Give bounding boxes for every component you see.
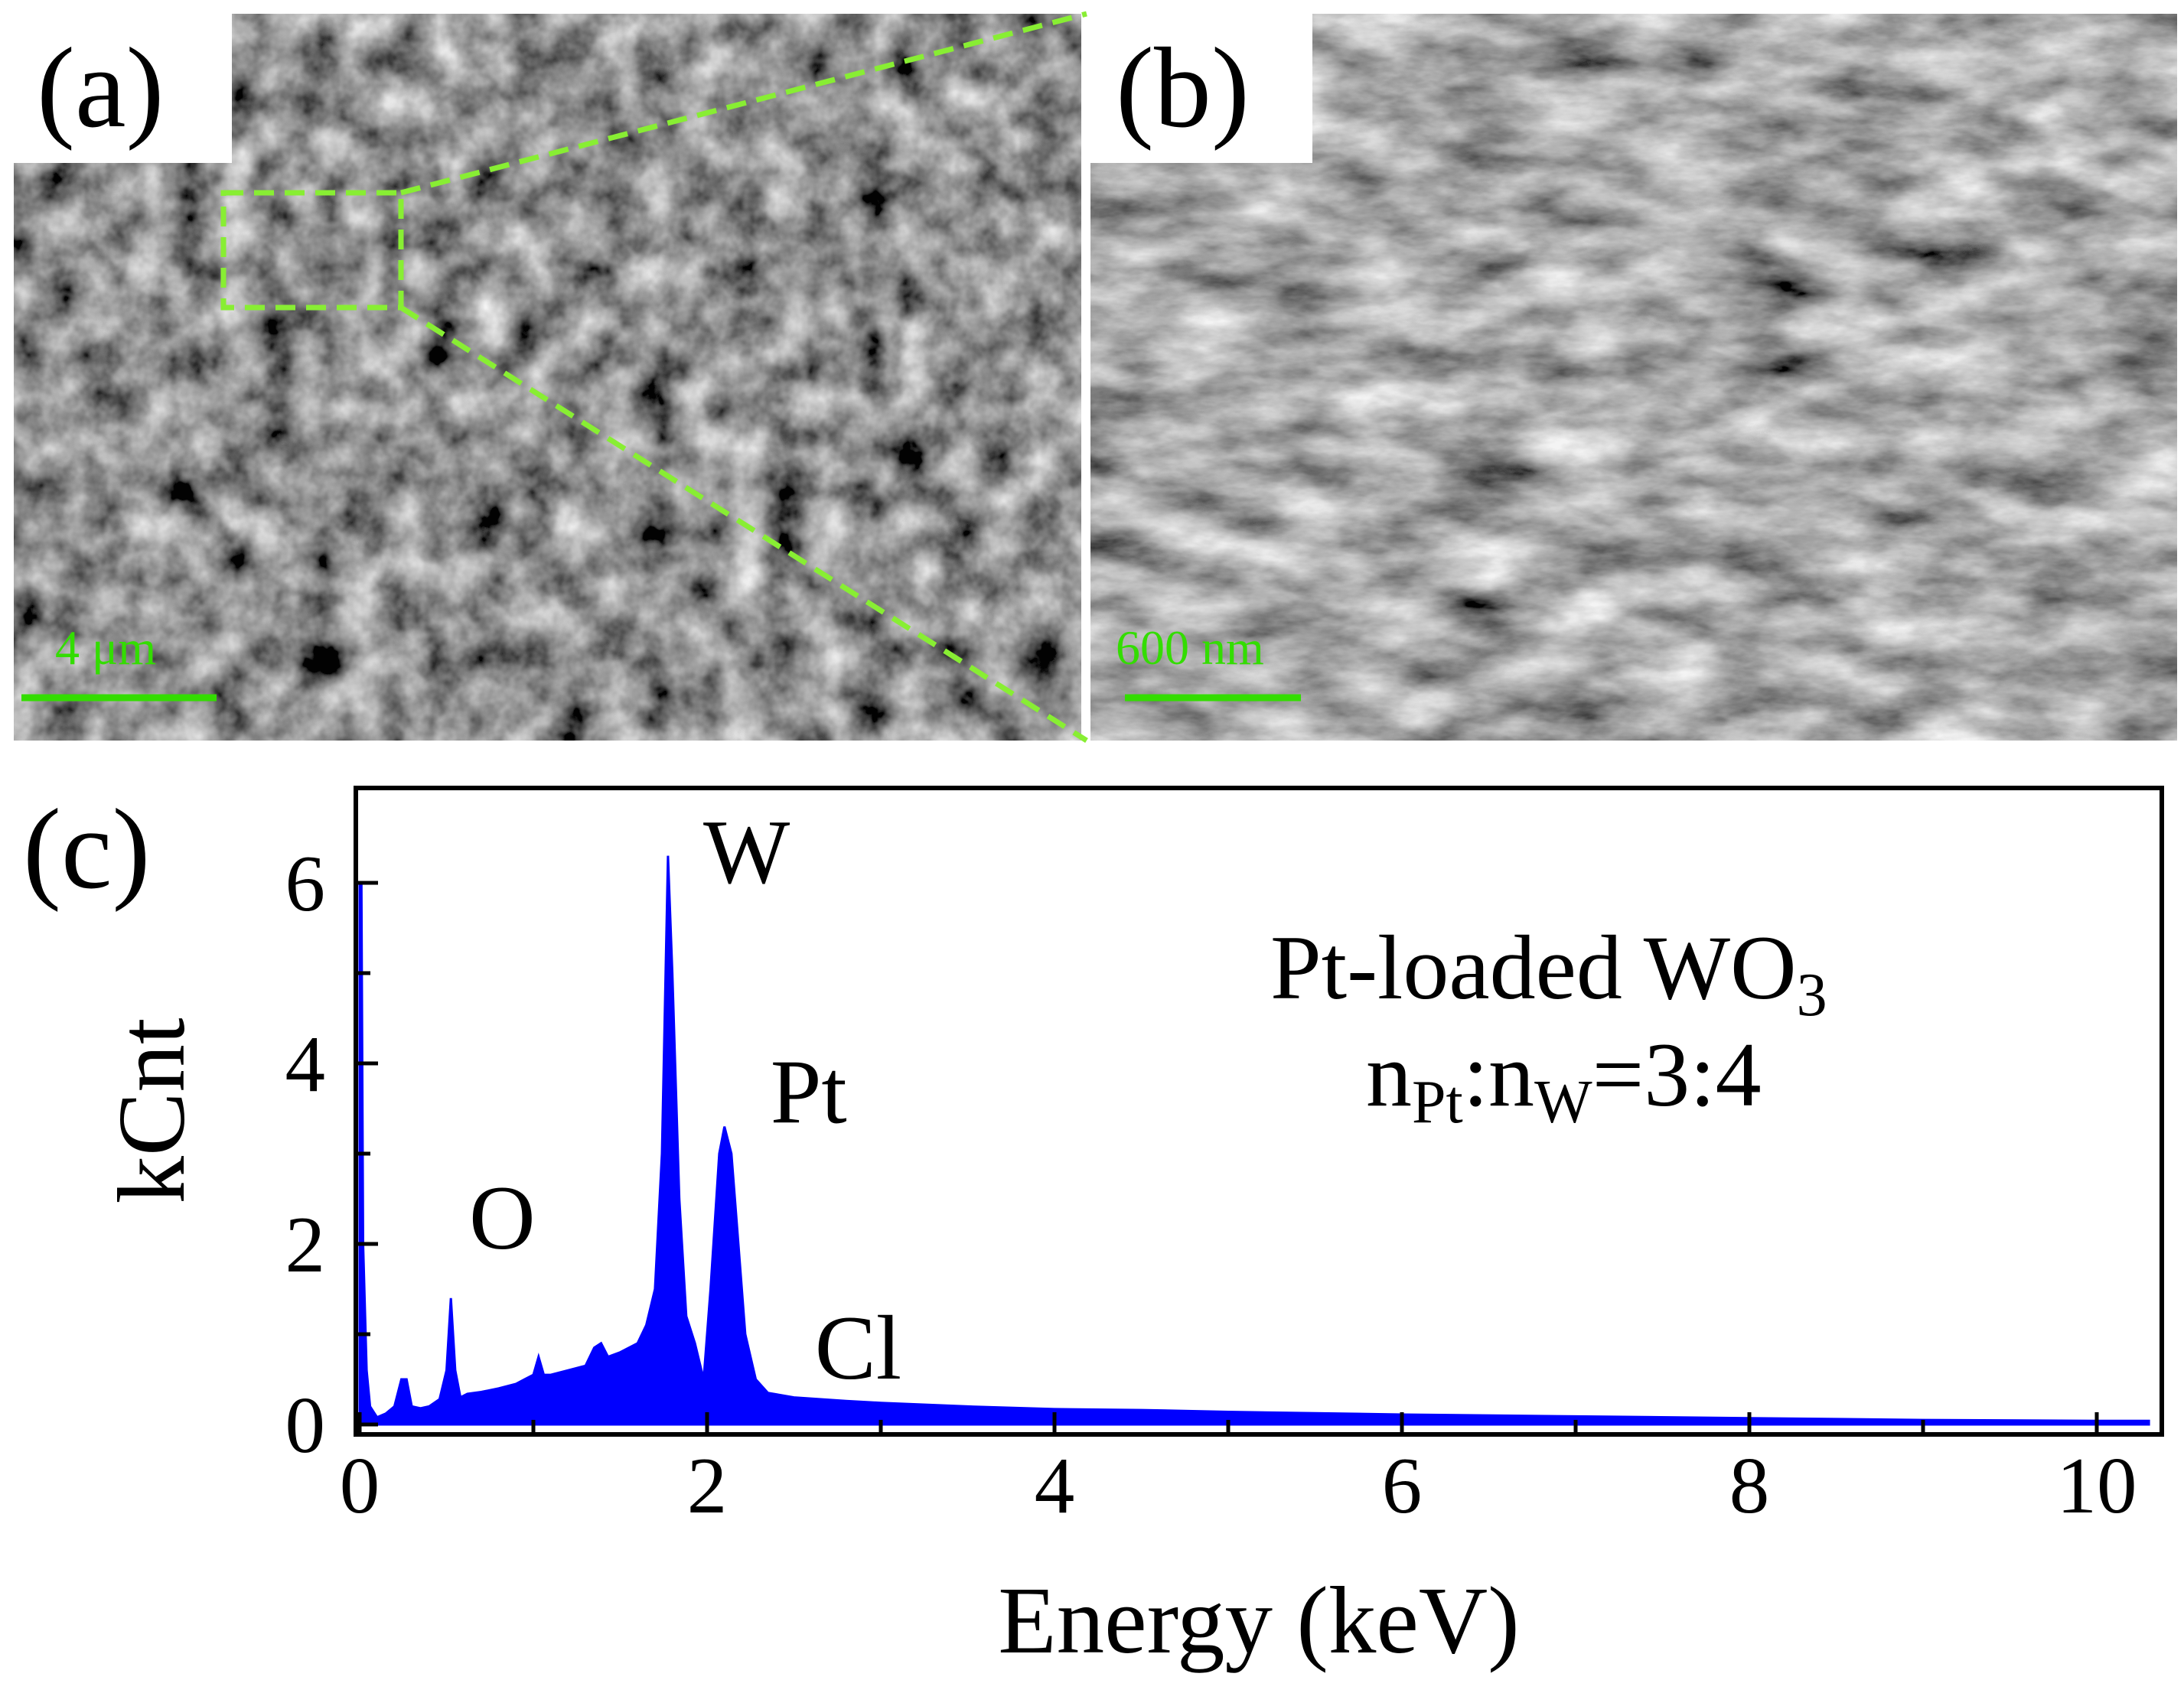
panel-b-label-box [1090, 14, 1312, 163]
x-tick-label: 6 [1382, 1441, 1423, 1530]
plot-frame [354, 786, 2164, 1437]
y-axis-label: kCnt [99, 1017, 205, 1203]
x-tick-label: 8 [1729, 1441, 1770, 1530]
ratio-sub-pt: Pt [1412, 1069, 1463, 1136]
y-tick-label: 6 [285, 838, 326, 928]
panel-a-label: (a) [37, 24, 164, 151]
sample-name-subscript: 3 [1797, 962, 1827, 1029]
x-axis-label: Energy (keV) [998, 1568, 1519, 1674]
panel-b: (b) 600 nm [1090, 14, 2177, 741]
scale-bar-b-label: 600 nm [1116, 620, 1264, 675]
panel-c: (c) 0 2 4 6 8 10 0 2 4 6 Energy (keV) kCnt W Pt O C… [23, 786, 2164, 1674]
sample-name: Pt-loaded WO3 [1270, 916, 1827, 1029]
peak-label-pt: Pt [771, 1041, 847, 1143]
panel-c-label: (c) [23, 786, 150, 913]
panel-a-label-box [14, 14, 232, 163]
peak-labels: W Pt O Cl [469, 801, 901, 1399]
sample-name-main: Pt-loaded WO [1270, 916, 1797, 1018]
x-tick-label: 4 [1035, 1441, 1075, 1530]
zoom-box [220, 190, 404, 311]
peak-label-cl: Cl [815, 1297, 901, 1398]
x-tick-label: 10 [2057, 1441, 2137, 1530]
molar-ratio: nPt:nW=3:4 [1366, 1024, 1762, 1136]
y-axis-ticks: 0 2 4 6 [285, 838, 378, 1470]
peak-label-w: W [703, 801, 790, 903]
x-tick-label: 2 [687, 1441, 728, 1530]
x-tick-label: 0 [340, 1441, 380, 1530]
panel-b-label: (b) [1116, 24, 1250, 151]
spectrum-area [358, 855, 2150, 1426]
y-tick-label: 4 [285, 1019, 326, 1109]
ratio-n1: n [1366, 1024, 1412, 1125]
zoom-guide-top [400, 11, 1087, 196]
peak-label-o: O [469, 1167, 536, 1268]
ratio-colon-n: :n [1463, 1024, 1534, 1125]
y-tick-label: 2 [285, 1200, 326, 1289]
panel-a: (a) 4 μm [14, 14, 1081, 741]
ratio-value: =3:4 [1592, 1024, 1762, 1125]
zoom-guide-bottom [399, 305, 1088, 743]
scale-bar-a-label: 4 μm [55, 620, 156, 675]
y-tick-label: 0 [285, 1380, 326, 1470]
ratio-sub-w: W [1534, 1069, 1592, 1136]
spectrum-layer [358, 855, 2150, 1426]
x-axis-ticks: 0 2 4 6 8 10 [340, 1412, 2137, 1530]
